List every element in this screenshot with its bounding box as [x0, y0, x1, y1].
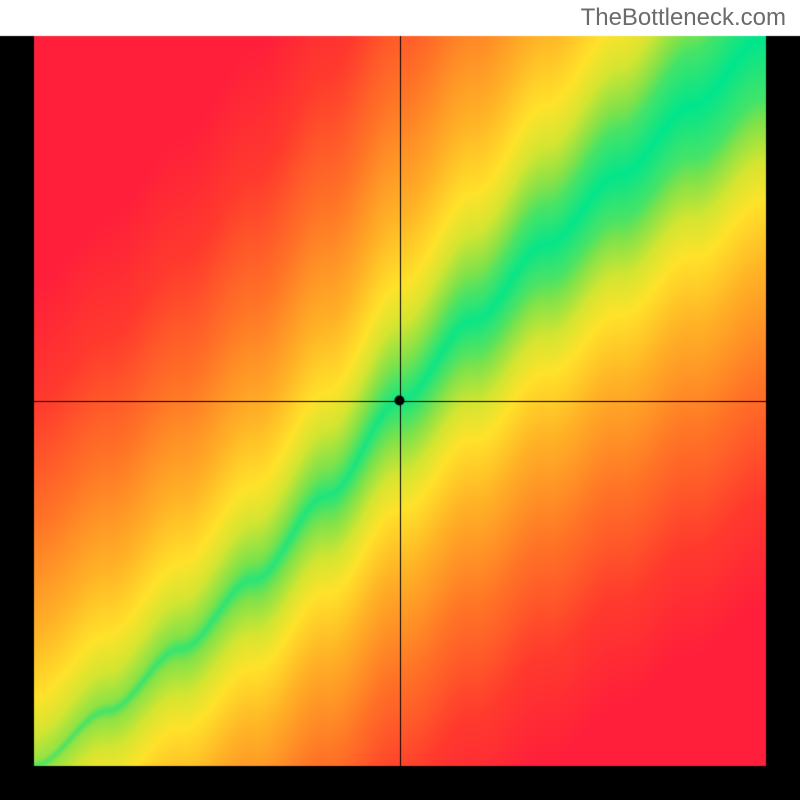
watermark-text: TheBottleneck.com — [581, 4, 786, 32]
chart-frame: TheBottleneck.com — [0, 0, 800, 800]
bottleneck-heatmap — [0, 0, 800, 800]
